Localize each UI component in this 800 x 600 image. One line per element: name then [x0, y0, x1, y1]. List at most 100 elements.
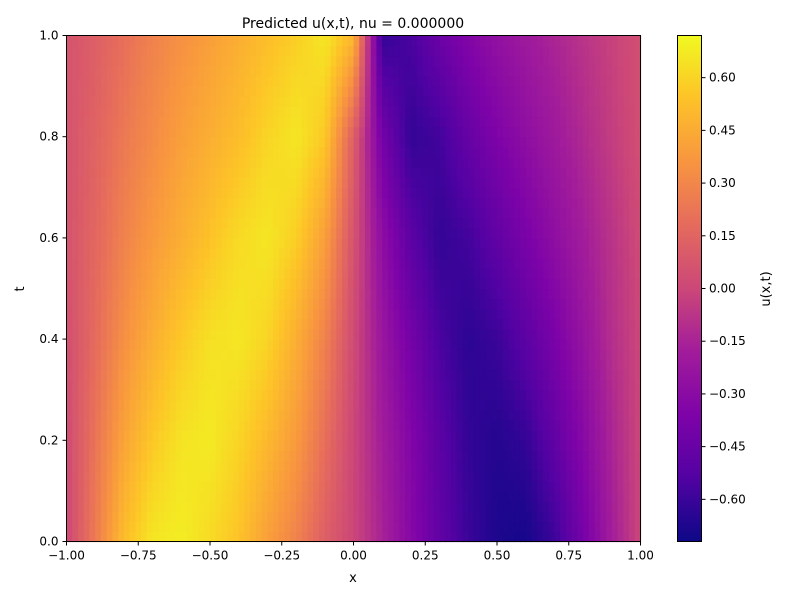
heatmap-cell: [525, 339, 533, 350]
heatmap-cell: [519, 501, 527, 512]
heatmap-cell: [238, 308, 246, 320]
heatmap-cell: [359, 430, 366, 441]
heatmap-cell: [192, 450, 200, 462]
heatmap-cell: [198, 146, 205, 158]
heatmap-cell: [330, 35, 337, 47]
heatmap-cell: [198, 86, 205, 97]
heatmap-cell: [485, 268, 492, 279]
heatmap-cell: [514, 278, 521, 290]
heatmap-cell: [72, 521, 79, 532]
heatmap-cell: [330, 187, 337, 199]
heatmap-cell: [617, 460, 624, 472]
heatmap-cell: [198, 420, 205, 431]
heatmap-cell: [273, 126, 280, 138]
heatmap-cell: [588, 470, 596, 482]
heatmap-cell: [129, 359, 136, 371]
heatmap-cell: [342, 480, 349, 492]
heatmap-cell: [410, 480, 418, 492]
heatmap-cell: [319, 430, 326, 441]
heatmap-cell: [319, 197, 326, 209]
heatmap-cell: [307, 35, 314, 47]
heatmap-cell: [273, 86, 280, 97]
heatmap-cell: [146, 430, 154, 441]
heatmap-cell: [187, 430, 194, 441]
heatmap-cell: [451, 278, 458, 290]
heatmap-cell: [548, 409, 555, 421]
heatmap-cell: [525, 106, 533, 118]
heatmap-cell: [164, 96, 171, 107]
heatmap-cell: [255, 248, 263, 259]
heatmap-cell: [129, 308, 136, 320]
heatmap-cell: [307, 65, 314, 77]
heatmap-cell: [376, 167, 383, 178]
heatmap-cell: [491, 126, 498, 138]
heatmap-cell: [215, 440, 223, 452]
heatmap-cell: [594, 318, 601, 330]
heatmap-cell: [227, 308, 234, 320]
heatmap-cell: [135, 278, 142, 290]
heatmap-cell: [508, 470, 515, 482]
heatmap-cell: [227, 521, 234, 532]
heatmap-cell: [594, 389, 601, 401]
heatmap-cell: [531, 369, 538, 381]
heatmap-cell: [118, 217, 125, 229]
heatmap-cell: [565, 35, 573, 47]
heatmap-cell: [100, 480, 108, 492]
heatmap-cell: [204, 278, 211, 290]
heatmap-cell: [623, 278, 630, 290]
heatmap-cell: [428, 35, 435, 47]
heatmap-cell: [497, 399, 504, 411]
heatmap-cell: [106, 55, 114, 67]
heatmap-cell: [439, 116, 446, 128]
heatmap-cell: [600, 480, 607, 492]
heatmap-cell: [95, 328, 102, 340]
heatmap-cell: [416, 430, 423, 441]
heatmap-cell: [405, 268, 412, 279]
heatmap-cell: [519, 521, 527, 532]
heatmap-cell: [215, 531, 223, 543]
heatmap-cell: [164, 248, 171, 259]
heatmap-cell: [290, 248, 297, 259]
heatmap-cell: [554, 45, 561, 57]
heatmap-cell: [284, 126, 291, 138]
heatmap-cell: [571, 136, 578, 148]
heatmap-cell: [324, 35, 332, 47]
heatmap-cell: [123, 298, 131, 310]
heatmap-cell: [577, 440, 584, 452]
heatmap-cell: [399, 531, 406, 543]
heatmap-cell: [485, 339, 492, 350]
heatmap-cell: [606, 167, 613, 178]
heatmap-cell: [462, 339, 469, 350]
heatmap-cell: [634, 288, 642, 300]
heatmap-cell: [278, 268, 286, 279]
heatmap-cell: [175, 379, 182, 391]
heatmap-cell: [359, 521, 366, 532]
heatmap-cell: [542, 156, 550, 168]
heatmap-cell: [66, 278, 73, 290]
heatmap-cell: [410, 237, 418, 249]
heatmap-cell: [577, 45, 584, 57]
heatmap-cell: [479, 126, 487, 138]
heatmap-cell: [158, 136, 165, 148]
heatmap-cell: [629, 187, 636, 199]
heatmap-cell: [359, 177, 366, 188]
heatmap-cell: [519, 227, 527, 239]
heatmap-cell: [634, 116, 642, 128]
heatmap-cell: [146, 136, 154, 148]
heatmap-cell: [244, 248, 251, 259]
heatmap-cell: [468, 197, 475, 209]
heatmap-cell: [560, 268, 567, 279]
heatmap-cell: [359, 207, 366, 219]
heatmap-cell: [152, 146, 159, 158]
heatmap-cell: [169, 440, 177, 452]
heatmap-cell: [135, 359, 142, 371]
heatmap-cell: [422, 450, 429, 462]
heatmap-cell: [301, 96, 309, 107]
heatmap-cell: [118, 349, 125, 360]
heatmap-cell: [491, 258, 498, 269]
heatmap-cell: [169, 531, 177, 543]
heatmap-cell: [514, 288, 521, 300]
heatmap-cell: [623, 511, 630, 522]
heatmap-cell: [393, 480, 401, 492]
heatmap-cell: [531, 531, 538, 543]
